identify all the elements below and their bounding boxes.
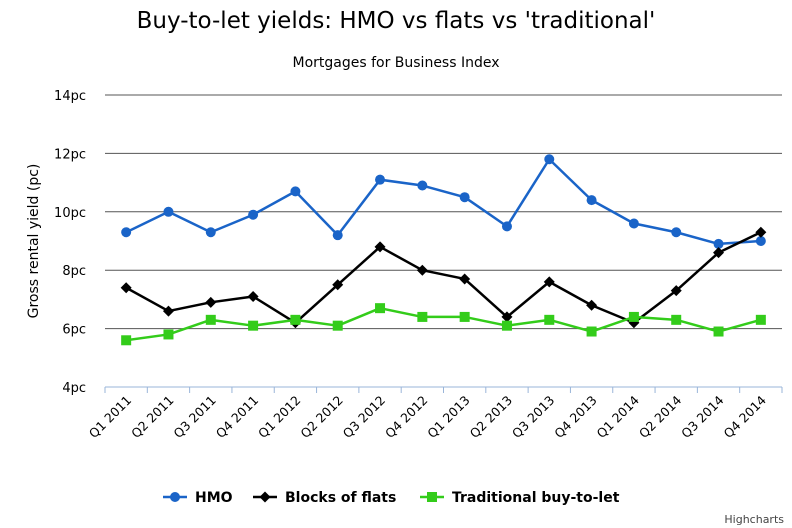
data-point-0[interactable]: [248, 209, 259, 220]
data-point-0[interactable]: [544, 154, 555, 165]
data-point-2[interactable]: [375, 303, 386, 314]
data-point-1[interactable]: [501, 311, 513, 323]
x-tick-label: Q3 2011: [170, 393, 218, 441]
x-tick-label: Q4 2013: [551, 393, 599, 441]
data-point-0[interactable]: [459, 192, 470, 203]
y-tick-label: 10pc: [54, 206, 86, 221]
x-tick-label: Q2 2011: [128, 393, 176, 441]
data-point-1[interactable]: [543, 276, 555, 288]
data-point-1[interactable]: [120, 282, 132, 294]
data-point-1[interactable]: [247, 290, 259, 302]
data-point-0[interactable]: [713, 238, 724, 249]
data-point-2[interactable]: [501, 320, 512, 331]
credits-link[interactable]: Highcharts: [724, 513, 784, 526]
data-point-0[interactable]: [586, 195, 597, 206]
legend-marker[interactable]: [170, 492, 180, 502]
data-point-1[interactable]: [755, 226, 767, 238]
y-tick-label: 8pc: [62, 264, 86, 279]
y-tick-label: 4pc: [62, 381, 86, 396]
data-point-0[interactable]: [501, 221, 512, 232]
x-tick-label: Q1 2013: [424, 393, 472, 441]
data-point-0[interactable]: [628, 218, 639, 229]
series-line-2: [125, 306, 762, 342]
y-tick-label: 14pc: [54, 89, 86, 104]
data-point-2[interactable]: [205, 314, 216, 325]
data-point-2[interactable]: [417, 311, 428, 322]
data-point-1[interactable]: [586, 299, 598, 311]
x-tick-label: Q3 2014: [678, 392, 727, 441]
data-point-1[interactable]: [416, 264, 428, 276]
data-point-0[interactable]: [163, 206, 174, 217]
data-point-2[interactable]: [248, 320, 259, 331]
y-tick-label: 6pc: [62, 323, 86, 338]
x-tick-label: Q3 2012: [340, 393, 388, 441]
data-point-1[interactable]: [162, 305, 174, 317]
series-line-0: [125, 157, 761, 246]
legend-item[interactable]: Traditional buy-to-let: [452, 490, 620, 506]
data-point-0[interactable]: [121, 227, 132, 238]
y-tick-label: 12pc: [54, 147, 86, 162]
data-point-1[interactable]: [374, 241, 386, 253]
data-point-1[interactable]: [670, 285, 682, 297]
x-tick-label: Q4 2014: [720, 392, 769, 441]
data-point-0[interactable]: [755, 236, 766, 246]
data-point-1[interactable]: [713, 247, 725, 259]
data-point-1[interactable]: [205, 296, 217, 308]
data-point-0[interactable]: [417, 180, 428, 191]
data-point-2[interactable]: [121, 335, 132, 346]
x-tick-label: Q4 2012: [382, 393, 430, 441]
data-point-1[interactable]: [332, 279, 344, 291]
x-tick-label: Q2 2012: [297, 393, 345, 441]
x-tick-label: Q2 2014: [636, 392, 685, 441]
x-tick-label: Q1 2011: [86, 393, 134, 441]
legend-marker[interactable]: [259, 491, 271, 503]
data-point-2[interactable]: [459, 311, 470, 322]
data-point-2[interactable]: [713, 326, 724, 337]
data-point-0[interactable]: [375, 174, 386, 185]
chart-subtitle: Mortgages for Business Index: [292, 55, 500, 71]
x-tick-label: Q1 2012: [255, 393, 303, 441]
data-point-2[interactable]: [544, 314, 555, 325]
data-point-2[interactable]: [163, 329, 174, 340]
x-tick-label: Q4 2011: [213, 393, 261, 441]
data-point-2[interactable]: [290, 314, 301, 325]
data-point-2[interactable]: [628, 311, 639, 322]
data-point-0[interactable]: [671, 227, 682, 238]
data-point-2[interactable]: [755, 314, 766, 325]
data-point-1[interactable]: [459, 273, 471, 285]
x-tick-label: Q1 2014: [594, 392, 643, 441]
data-point-2[interactable]: [586, 326, 597, 337]
data-point-0[interactable]: [290, 186, 301, 197]
data-point-0[interactable]: [205, 227, 216, 238]
x-tick-label: Q3 2013: [509, 393, 557, 441]
legend-item[interactable]: HMO: [195, 490, 233, 506]
data-point-2[interactable]: [671, 314, 682, 325]
series-line-1: [125, 231, 762, 325]
y-axis-title: Gross rental yield (pc): [26, 164, 42, 319]
legend-item[interactable]: Blocks of flats: [285, 490, 396, 506]
legend-marker[interactable]: [427, 492, 437, 502]
x-tick-label: Q2 2013: [467, 393, 515, 441]
chart-title: Buy-to-let yields: HMO vs flats vs 'trad…: [136, 8, 656, 34]
data-point-0[interactable]: [332, 230, 343, 241]
data-point-2[interactable]: [332, 320, 343, 331]
